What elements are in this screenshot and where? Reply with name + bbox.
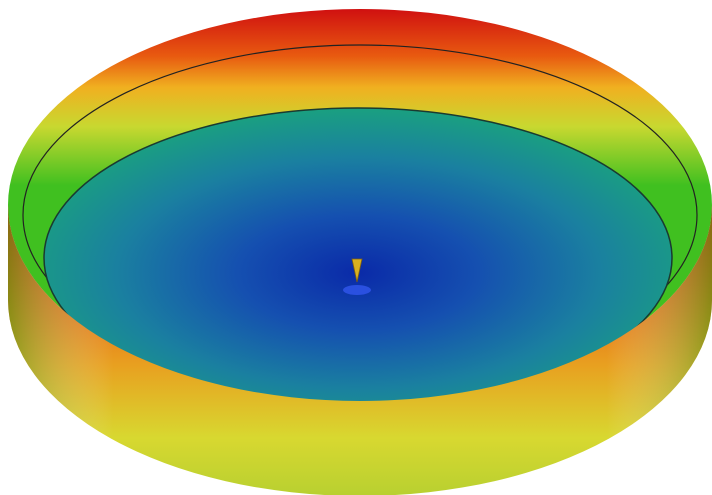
gate-base — [343, 285, 371, 295]
page — [0, 0, 712, 495]
render — [0, 0, 712, 495]
